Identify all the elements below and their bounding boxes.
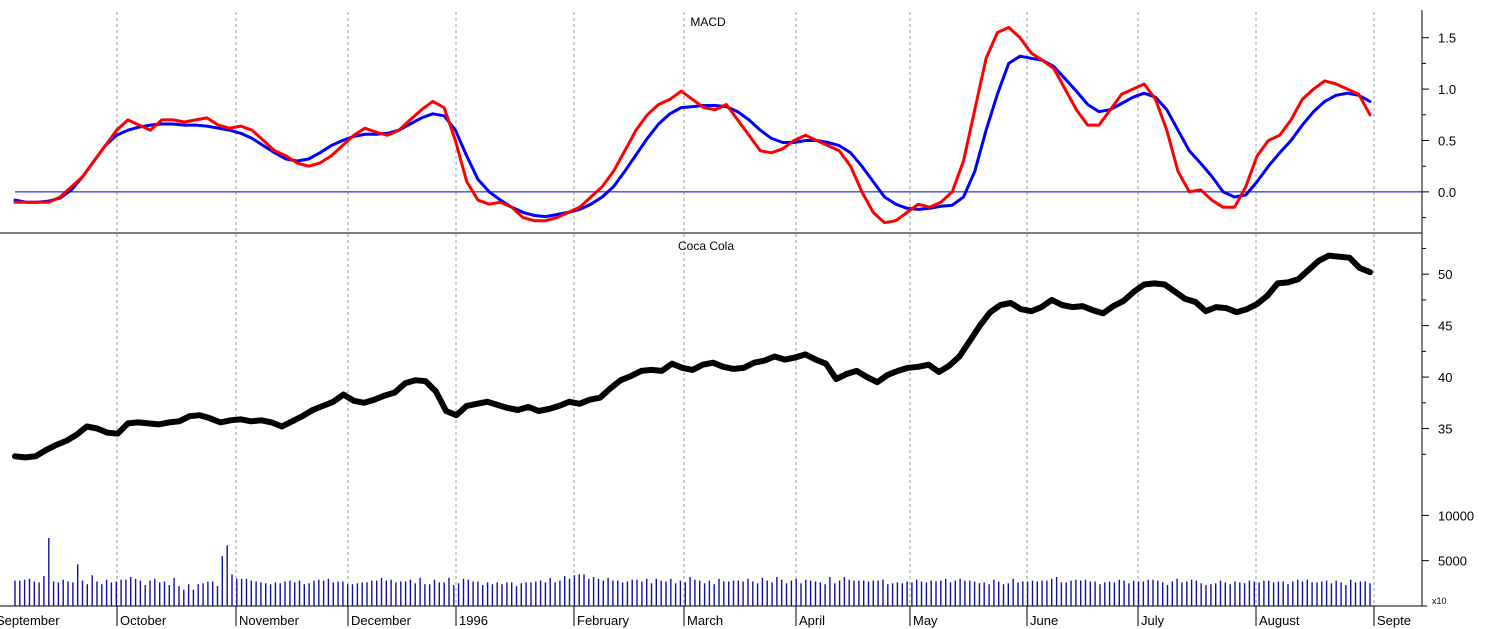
macd-ytick-tick-label: 1.5 xyxy=(1438,31,1456,46)
x-tick-label: Septe xyxy=(1377,613,1411,628)
price-line xyxy=(12,252,1373,461)
price-panel-title: Coca Cola xyxy=(678,239,734,253)
macd-ytick-tick-label: 0.5 xyxy=(1438,133,1456,148)
macd-ytick-tick-label: 0.0 xyxy=(1438,185,1456,200)
month-gridlines xyxy=(116,12,1375,606)
x-tick-label: September xyxy=(0,613,60,628)
price-ytick-tick-label: 45 xyxy=(1438,319,1452,334)
macd-panel-title: MACD xyxy=(690,15,726,29)
y-axes: 0.0 0.5 1.0 1.5 35 40 45 50 5000 10000 xyxy=(1422,31,1474,569)
volume-ytick-tick-label: 10000 xyxy=(1438,508,1474,523)
x-tick-label: July xyxy=(1141,613,1165,628)
volume-multiplier-label: x10 xyxy=(1432,596,1447,606)
x-tick-label: June xyxy=(1030,613,1058,628)
macd-ytick-tick-label: 1.0 xyxy=(1438,82,1456,97)
x-tick-label: November xyxy=(239,613,300,628)
x-tick-label: May xyxy=(913,613,938,628)
x-tick-label: October xyxy=(120,613,167,628)
price-ytick-tick-label: 40 xyxy=(1438,370,1452,385)
x-tick-label: 1996 xyxy=(459,613,488,628)
volume-ytick-tick-label: 5000 xyxy=(1438,554,1467,569)
volume-bars xyxy=(14,538,1371,606)
x-tick-label: February xyxy=(577,613,630,628)
price-series xyxy=(12,252,1373,461)
x-tick-label: August xyxy=(1259,613,1300,628)
x-tick-label: December xyxy=(351,613,412,628)
price-ytick-tick-label: 50 xyxy=(1438,267,1452,282)
x-axis: September October November December 1996 Febr… xyxy=(0,606,1411,628)
macd-line xyxy=(13,25,1372,225)
macd-signal-line xyxy=(13,54,1372,219)
x-tick-label: March xyxy=(687,613,723,628)
price-ytick-tick-label: 35 xyxy=(1438,422,1452,437)
macd-series xyxy=(13,25,1372,225)
x-tick-label: April xyxy=(799,613,825,628)
